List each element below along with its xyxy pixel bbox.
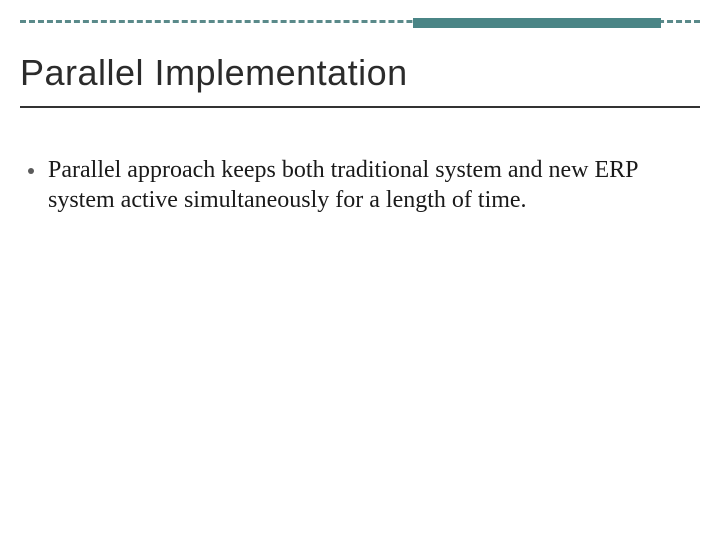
- slide-title: Parallel Implementation: [20, 52, 408, 94]
- top-accent-bar: [413, 18, 661, 28]
- bullet-text: Parallel approach keeps both traditional…: [48, 155, 680, 215]
- slide: Parallel Implementation Parallel approac…: [0, 0, 720, 540]
- bullet-dot-icon: [28, 168, 34, 174]
- title-underline-rule: [20, 106, 700, 108]
- body-content: Parallel approach keeps both traditional…: [28, 155, 680, 215]
- bullet-item: Parallel approach keeps both traditional…: [28, 155, 680, 215]
